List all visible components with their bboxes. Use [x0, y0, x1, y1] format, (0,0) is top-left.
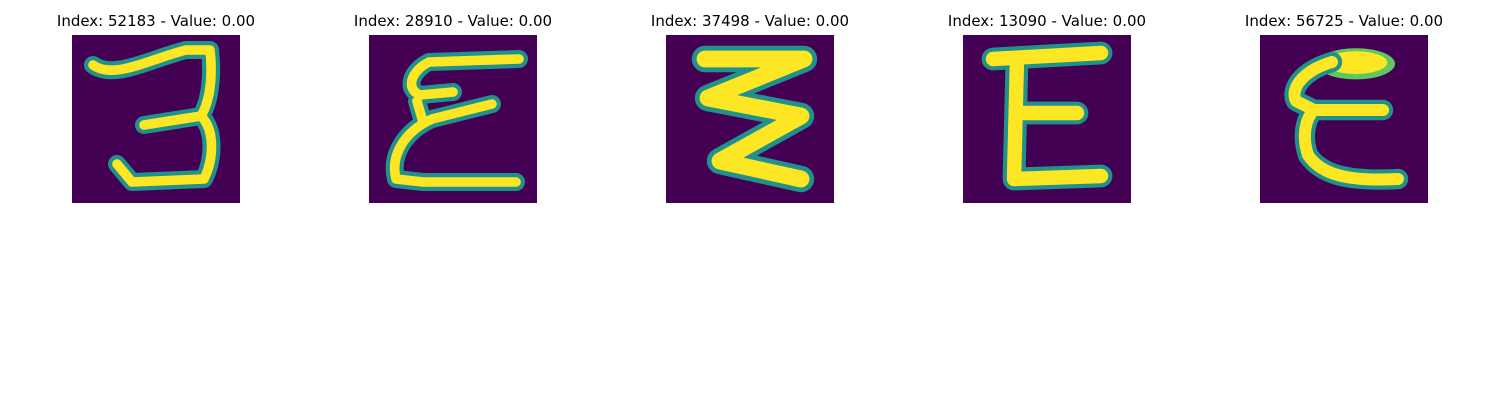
digit-image-epsilon-heavy — [1260, 35, 1428, 203]
panel-2: Index: 28910 - Value: 0.00 — [323, 0, 583, 210]
panel-title: Index: 52183 - Value: 0.00 — [56, 12, 256, 30]
panel-3: Index: 37498 - Value: 0.00 — [620, 0, 880, 210]
panel-1: Index: 52183 - Value: 0.00 — [26, 0, 286, 210]
panel-4: Index: 13090 - Value: 0.00 — [917, 0, 1177, 210]
digit-image-3 — [72, 35, 240, 203]
digit-image-zigzag — [666, 35, 834, 203]
panel-title: Index: 13090 - Value: 0.00 — [947, 12, 1147, 30]
digit-image-epsilon — [369, 35, 537, 203]
panel-title: Index: 56725 - Value: 0.00 — [1244, 12, 1444, 30]
panel-5: Index: 56725 - Value: 0.00 — [1214, 0, 1474, 210]
panel-title: Index: 28910 - Value: 0.00 — [353, 12, 553, 30]
panel-title: Index: 37498 - Value: 0.00 — [650, 12, 850, 30]
digit-image-E — [963, 35, 1131, 203]
